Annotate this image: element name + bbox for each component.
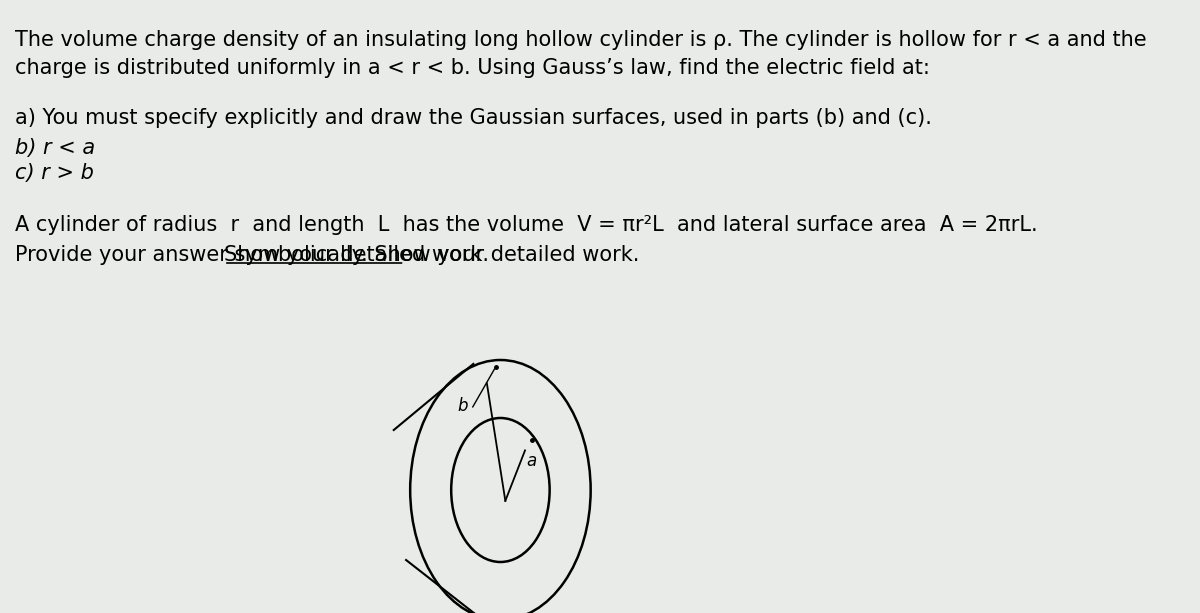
Text: b) r < a: b) r < a [14,138,95,158]
Text: Provide your answer symbolically. Show your detailed work.: Provide your answer symbolically. Show y… [14,245,640,265]
Text: c) r > b: c) r > b [14,163,94,183]
Text: a: a [527,452,536,470]
Text: Show your detailed work.: Show your detailed work. [224,245,488,265]
Text: charge is distributed uniformly in a < r < b. Using Gauss’s law, find the electr: charge is distributed uniformly in a < r… [14,58,930,78]
Text: The volume charge density of an insulating long hollow cylinder is ρ. The cylind: The volume charge density of an insulati… [14,30,1146,50]
Text: b: b [457,397,468,414]
Text: A cylinder of radius  r  and length  L  has the volume  V = πr²L  and lateral su: A cylinder of radius r and length L has … [14,215,1037,235]
Text: a) You must specify explicitly and draw the Gaussian surfaces, used in parts (b): a) You must specify explicitly and draw … [14,108,931,128]
